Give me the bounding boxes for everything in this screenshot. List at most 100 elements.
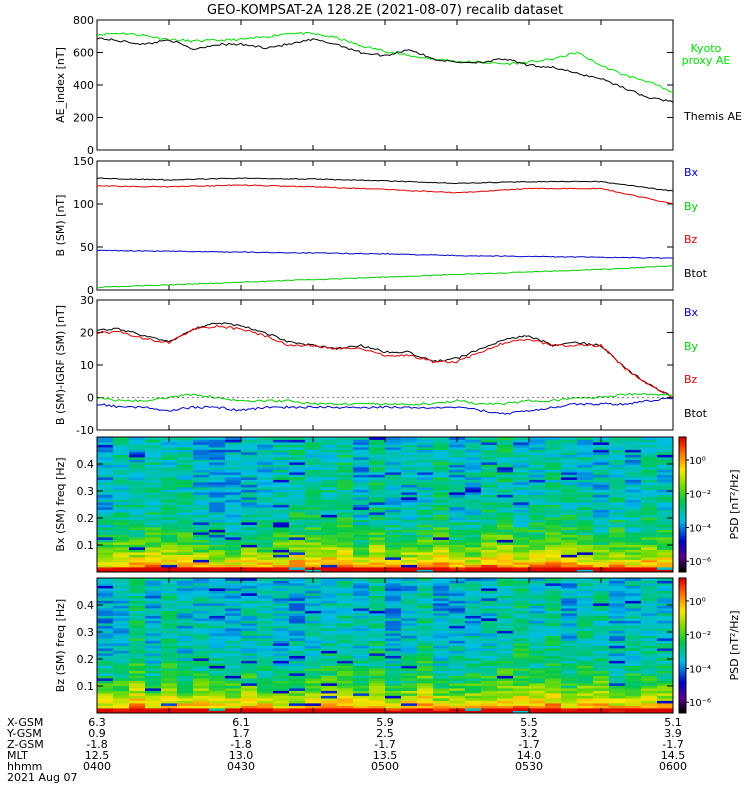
- spectrogram-cell: [545, 554, 562, 558]
- spectrogram-cell: [273, 663, 290, 666]
- spectrogram-cell: [513, 690, 530, 694]
- spectrogram-cell: [177, 562, 194, 565]
- spectrogram-cell: [289, 552, 306, 555]
- spectrogram-cell: [577, 532, 594, 535]
- spectrogram-cell: [257, 583, 274, 586]
- spectrogram-cell: [289, 623, 306, 626]
- spectrogram-cell: [129, 472, 146, 475]
- spectrogram-cell: [353, 668, 370, 671]
- spectrogram-cell: [129, 698, 146, 701]
- spectrogram-cell: [273, 688, 290, 691]
- spectrogram-cell: [353, 437, 370, 440]
- spectrogram-cell: [113, 635, 130, 639]
- spectrogram-cell: [241, 708, 258, 711]
- spectrogram-cell: [641, 532, 658, 535]
- spectrogram-cell: [257, 439, 274, 443]
- spectrogram-cell: [209, 567, 226, 570]
- spectrogram-cell: [193, 557, 210, 560]
- spectrogram-cell: [161, 703, 178, 706]
- spectrogram-cell: [497, 492, 514, 495]
- spectrogram-cell: [241, 467, 258, 470]
- spectrogram-cell: [289, 542, 306, 545]
- spectrogram-cell: [481, 630, 498, 634]
- spectrogram-cell: [529, 442, 546, 445]
- spectrogram-cell: [209, 630, 226, 634]
- spectrogram-cell: [529, 608, 546, 611]
- spectrogram-cell: [497, 452, 514, 455]
- spectrogram-cell: [481, 643, 498, 646]
- spectrogram-cell: [305, 693, 322, 696]
- spectrogram-cell: [225, 605, 242, 609]
- spectrogram-cell: [289, 578, 306, 581]
- spectrogram-cell: [497, 519, 514, 523]
- spectrogram-cell: [225, 615, 242, 619]
- spectrogram-cell: [561, 542, 578, 545]
- spectrogram-cell: [545, 698, 562, 701]
- spectrogram-cell: [401, 517, 418, 520]
- spectrogram-cell: [241, 683, 258, 686]
- spectrogram-cell: [225, 695, 242, 699]
- spectrogram-cell: [577, 688, 594, 691]
- spectrogram-cell: [225, 522, 242, 525]
- spectrogram-cell: [449, 499, 466, 503]
- spectrogram-cell: [337, 613, 354, 616]
- spectrogram-cell: [337, 469, 354, 473]
- spectrogram-cell: [561, 514, 578, 518]
- colorbar-cell: [679, 681, 686, 685]
- spectrogram-cell: [129, 469, 146, 473]
- spectrogram-cell: [417, 507, 434, 510]
- spectrogram-cell: [529, 552, 546, 555]
- spectrogram-cell: [497, 504, 514, 508]
- spectrogram-cell: [209, 479, 226, 483]
- spectrogram-cell: [337, 449, 354, 453]
- spectrogram-cell: [193, 595, 210, 599]
- spectrogram-cell: [369, 595, 386, 599]
- spectrogram-cell: [561, 648, 578, 651]
- spectrogram-cell: [97, 595, 114, 599]
- spectrogram-cell: [209, 643, 226, 646]
- spectrogram-cell: [97, 507, 114, 510]
- spectrogram-cell: [241, 444, 258, 448]
- spectrogram-cell: [241, 462, 258, 465]
- spectrogram-cell: [417, 537, 434, 540]
- spectrogram-cell: [465, 595, 482, 599]
- spectrogram-cell: [193, 700, 210, 704]
- spectrogram-cell: [97, 665, 114, 669]
- spectrogram-cell: [145, 507, 162, 510]
- spectrogram-cell: [561, 580, 578, 584]
- spectrogram-cell: [113, 547, 130, 550]
- spectrogram-cell: [497, 635, 514, 639]
- spectrogram-cell: [209, 590, 226, 594]
- spectrogram-cell: [353, 537, 370, 540]
- spectrogram-cell: [577, 449, 594, 453]
- spectrogram-cell: [369, 618, 386, 621]
- spectrogram-cell: [305, 598, 322, 601]
- spectrogram-cell: [209, 623, 226, 626]
- spectrogram-cell: [577, 708, 594, 711]
- spectrogram-cell: [257, 509, 274, 513]
- spectrogram-cell: [177, 580, 194, 584]
- spectrogram-cell: [145, 618, 162, 621]
- spectrogram-cell: [241, 598, 258, 601]
- spectrogram-cell: [577, 487, 594, 490]
- spectrogram-cell: [529, 457, 546, 460]
- spectrogram-cell: [657, 703, 674, 706]
- spectrogram-cell: [577, 698, 594, 701]
- spectrogram-cell: [465, 524, 482, 528]
- spectrogram-cell: [337, 598, 354, 601]
- spectrogram-cell: [545, 537, 562, 540]
- spectrogram-cell: [465, 482, 482, 485]
- spectrogram-cell: [497, 532, 514, 535]
- spectrogram-cell: [353, 605, 370, 609]
- spectrogram-cell: [145, 698, 162, 701]
- spectrogram-cell: [369, 643, 386, 646]
- spectrogram-cell: [625, 668, 642, 671]
- spectrogram-cell: [97, 522, 114, 525]
- spectrogram-cell: [433, 710, 450, 714]
- spectrogram-cell: [353, 700, 370, 704]
- spectrogram-cell: [241, 580, 258, 584]
- spectrogram-cell: [193, 640, 210, 644]
- spectrogram-cell: [145, 678, 162, 681]
- spectrogram-cell: [433, 467, 450, 470]
- spectrogram-cell: [465, 494, 482, 498]
